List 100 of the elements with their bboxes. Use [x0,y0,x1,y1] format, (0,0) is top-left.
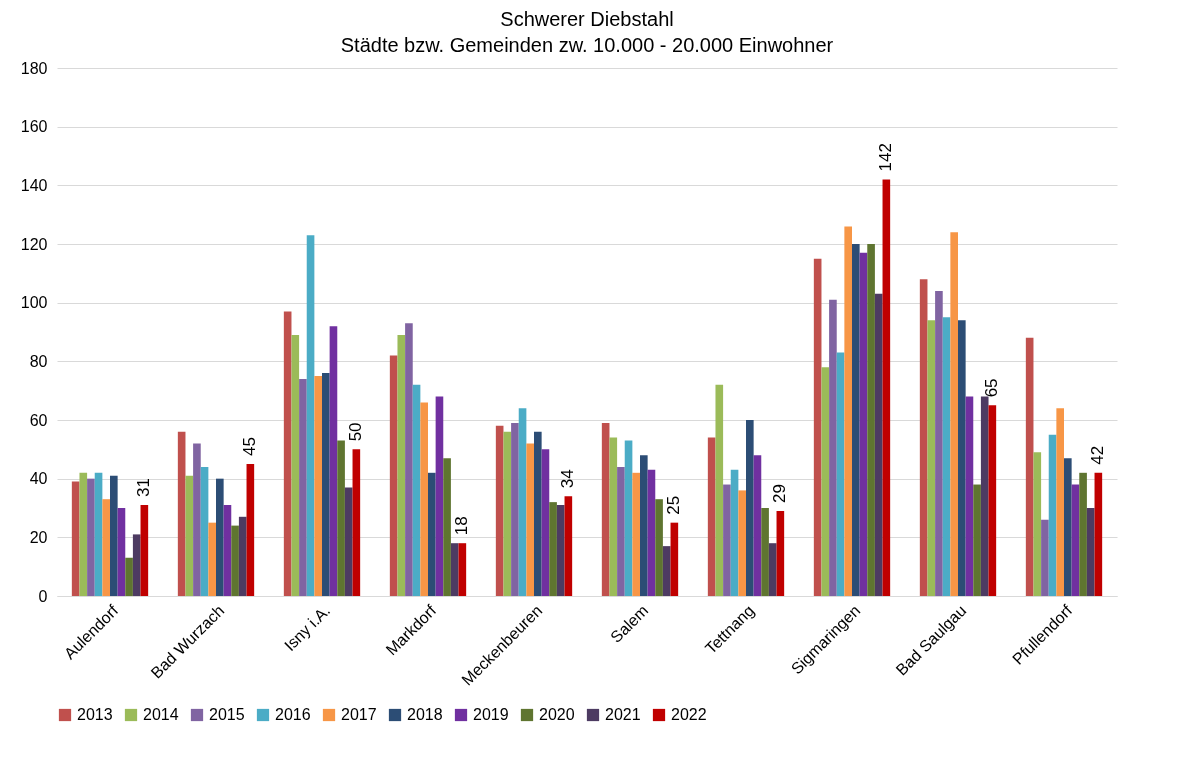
y-tick-label: 80 [29,352,48,370]
bar [813,258,822,596]
bar [874,293,883,596]
data-label: 34 [558,469,578,489]
bar [882,179,891,596]
bar [518,408,527,596]
bar [140,505,149,596]
bar [185,475,194,596]
bar [208,522,216,596]
bar [715,384,724,596]
bar [450,543,459,596]
y-tick-label: 40 [29,470,48,488]
bar [632,472,640,596]
bar [1033,452,1042,596]
bar [246,464,255,596]
bar [1048,434,1057,596]
bar [821,367,830,596]
bar [556,505,565,596]
bar [117,508,126,596]
bar [919,279,928,596]
bar [950,232,958,596]
chart-title: Schwerer Diebstahl [500,8,674,30]
bar [329,326,338,596]
bar [723,484,731,596]
bar [352,449,361,596]
bar [662,546,671,596]
bar [223,505,232,596]
bar [495,425,504,596]
bar [458,543,467,596]
y-tick-label: 180 [20,59,48,77]
bar [216,478,224,596]
bar [231,525,239,596]
bar [549,502,557,596]
bar [177,431,186,596]
bar [71,481,80,596]
y-tick-label: 120 [20,235,48,253]
bar [988,405,997,596]
bar [844,226,852,596]
bar [87,478,95,596]
legend-label: 2014 [143,706,179,723]
legend-label: 2018 [407,706,443,723]
bar [670,522,679,596]
bar [1086,508,1095,596]
bar [980,396,989,596]
y-tick-label: 160 [20,118,48,136]
y-tick-label: 20 [29,528,48,546]
data-label: 42 [1088,445,1108,465]
bar [412,384,421,596]
chart-subtitle: Städte bzw. Gemeinden zw. 10.000 - 20.000 Einwohner [340,34,834,56]
bar [389,355,398,596]
bar [730,469,739,596]
bar [397,334,406,596]
bar [1041,519,1049,596]
bar [829,299,837,596]
legend-label: 2020 [539,706,575,723]
bar [193,443,201,596]
bar [238,516,247,596]
bar [322,373,330,596]
data-label: 29 [770,484,790,503]
legend-label: 2022 [671,706,707,723]
y-tick-label: 100 [20,294,48,312]
bar [761,508,769,596]
bar [867,244,875,596]
data-label: 25 [664,495,684,515]
bar [435,396,444,596]
bar [132,534,141,596]
bar [283,311,292,596]
y-tick-label: 60 [29,411,48,429]
bar [102,499,110,596]
bar [609,437,618,596]
bar [655,499,663,596]
data-label: 31 [134,478,154,498]
y-tick-label: 0 [38,587,48,605]
y-tick-label: 140 [20,176,48,194]
bar [299,378,307,596]
bar [125,557,133,596]
bar [428,472,436,596]
legend-label: 2019 [473,706,509,723]
x-tick-label: Isny i.A. [281,601,334,655]
bar [965,396,974,596]
data-label: 65 [982,378,1002,398]
bar [306,235,315,596]
bar [200,466,209,596]
bar [405,323,413,596]
legend-label: 2017 [341,706,377,723]
bar [624,440,633,596]
bar [973,484,981,596]
legend-label: 2013 [77,706,113,723]
bar [768,543,777,596]
data-label: 50 [346,422,366,442]
bar [564,496,573,596]
bar [1071,484,1080,596]
bar [1056,408,1064,596]
bar [420,402,428,596]
bar [337,440,345,596]
bar [958,320,966,596]
bar [79,472,88,596]
bar [707,437,716,596]
legend-label: 2015 [209,706,245,723]
data-label: 142 [876,143,896,172]
